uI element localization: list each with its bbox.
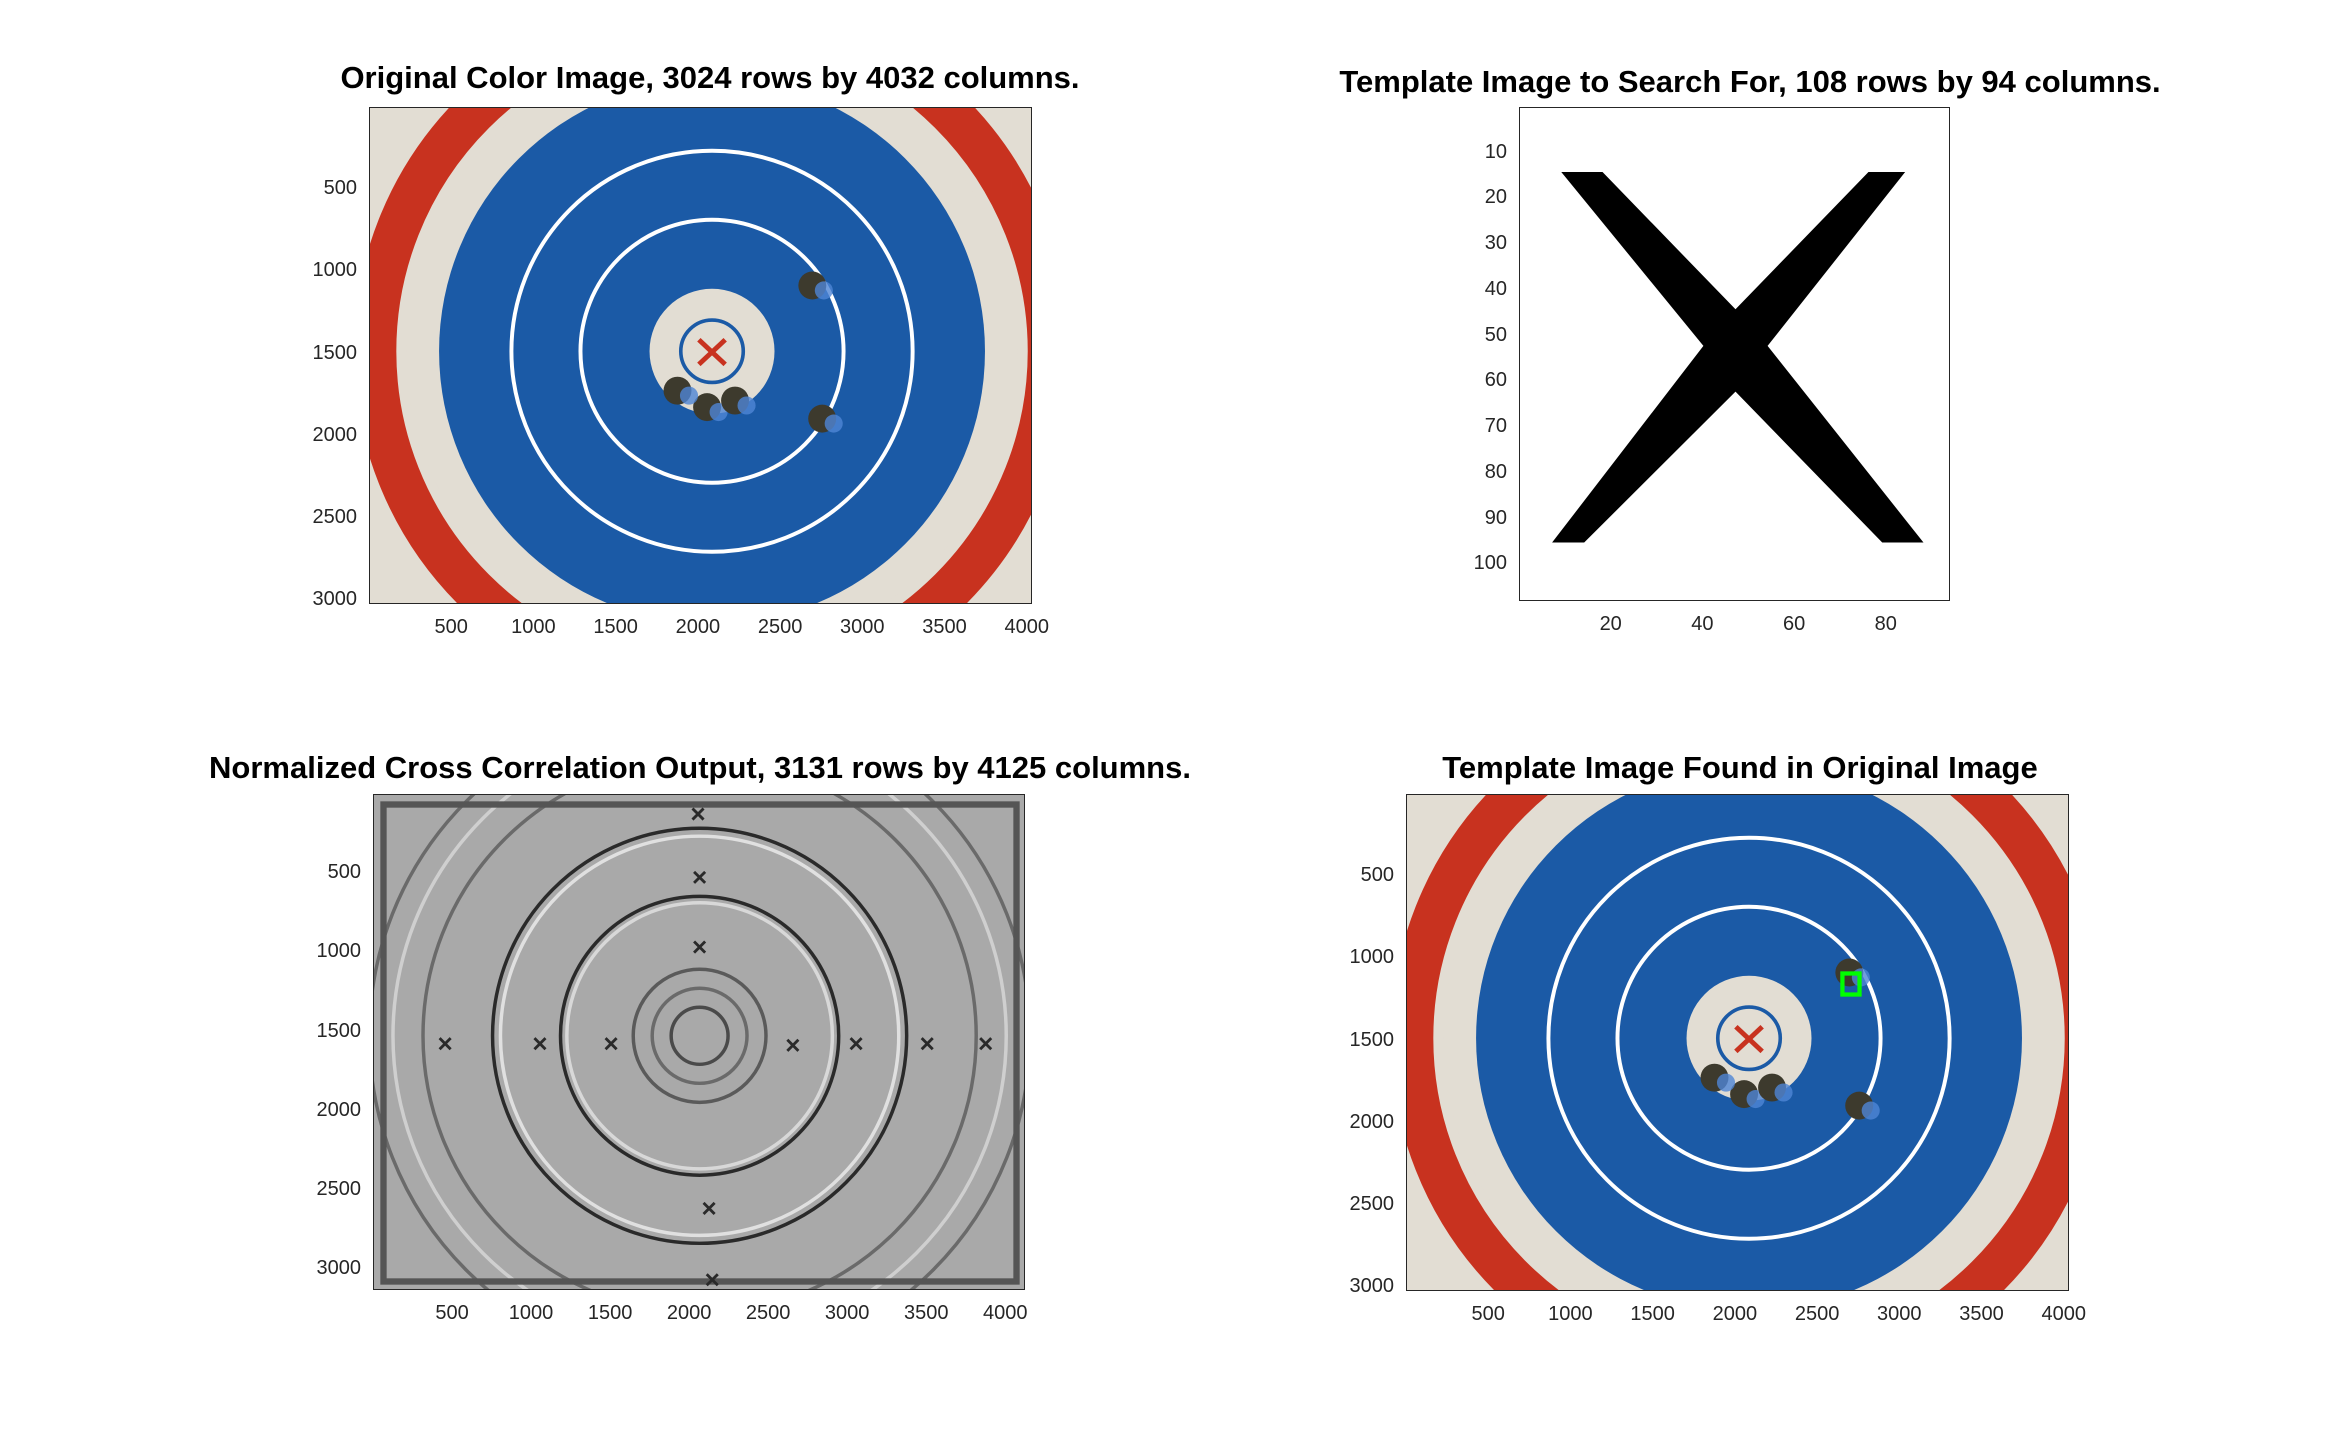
y-tick-label: 500 xyxy=(1360,864,1394,887)
x-tick-label: 60 xyxy=(1782,613,1806,635)
template-image-axes xyxy=(1519,107,1950,601)
y-tick-label: 100 xyxy=(1473,552,1507,575)
y-tick-label: 30 xyxy=(1484,232,1507,255)
x-tick-label: 1500 xyxy=(587,1302,633,1324)
y-tick-label: 1500 xyxy=(316,1019,362,1042)
y-tick-label: 1500 xyxy=(1349,1028,1395,1051)
y-tick-label: 2500 xyxy=(316,1178,362,1201)
x-tick-label: 2000 xyxy=(675,616,721,638)
x-tick-label: 4000 xyxy=(2041,1303,2086,1325)
y-tick-label: 90 xyxy=(1484,506,1507,529)
original-image-title: Original Color Image, 3024 rows by 4032 … xyxy=(340,60,1080,95)
ncc-correlation-image xyxy=(374,795,1024,1289)
found-image-title: Template Image Found in Original Image xyxy=(1442,750,2038,785)
y-tick-label: 60 xyxy=(1484,369,1507,392)
y-tick-label: 3000 xyxy=(312,588,358,611)
y-tick-label: 1500 xyxy=(312,341,358,364)
template-image-title: Template Image to Search For, 108 rows b… xyxy=(1339,64,2161,99)
y-tick-label: 3000 xyxy=(316,1257,362,1280)
x-tick-label: 1000 xyxy=(508,1302,554,1324)
found-image-axes xyxy=(1406,794,2069,1291)
x-tick-label: 3000 xyxy=(1877,1303,1922,1325)
x-tick-label: 3500 xyxy=(1959,1303,2004,1325)
y-tick-label: 1000 xyxy=(312,259,358,282)
match-box xyxy=(1840,971,1862,997)
x-tick-label: 500 xyxy=(1471,1303,1505,1325)
y-tick-label: 500 xyxy=(327,861,361,884)
x-tick-label: 40 xyxy=(1691,613,1714,635)
ncc-output-axes xyxy=(373,794,1025,1290)
x-tick-label: 80 xyxy=(1874,613,1897,635)
y-tick-label: 2000 xyxy=(312,423,358,446)
original-image-axes xyxy=(369,107,1032,604)
original-image-panel: Original Color Image, 3024 rows by 4032 … xyxy=(260,60,1160,660)
x-tick-label: 3000 xyxy=(824,1302,870,1324)
x-tick-label: 1500 xyxy=(1630,1303,1675,1325)
x-tick-label: 1500 xyxy=(593,616,638,638)
x-tick-label: 2500 xyxy=(1794,1303,1840,1325)
y-tick-label: 20 xyxy=(1484,186,1507,209)
y-tick-label: 2000 xyxy=(316,1098,362,1121)
y-tick-label: 500 xyxy=(323,177,357,200)
ncc-output-title: Normalized Cross Correlation Output, 313… xyxy=(209,750,1191,785)
y-tick-label: 3000 xyxy=(1349,1275,1395,1298)
y-tick-label: 2500 xyxy=(1349,1192,1395,1215)
x-tick-label: 2500 xyxy=(757,616,803,638)
x-tick-label: 1000 xyxy=(511,616,556,638)
x-tick-label: 500 xyxy=(434,616,468,638)
x-tick-label: 3500 xyxy=(903,1302,949,1324)
y-tick-label: 2000 xyxy=(1349,1110,1395,1133)
y-tick-label: 80 xyxy=(1484,460,1507,483)
original-target-image xyxy=(370,108,1031,603)
template-x-image xyxy=(1520,108,1949,600)
found-target-image xyxy=(1407,795,2068,1290)
y-tick-label: 40 xyxy=(1484,277,1507,300)
y-tick-label: 70 xyxy=(1484,415,1507,438)
y-tick-label: 2500 xyxy=(312,505,358,528)
x-tick-label: 1000 xyxy=(1548,1303,1593,1325)
x-tick-label: 4000 xyxy=(1004,616,1049,638)
x-tick-label: 500 xyxy=(435,1302,469,1324)
x-tick-label: 3000 xyxy=(840,616,885,638)
x-tick-label: 2000 xyxy=(666,1302,712,1324)
x-tick-label: 3500 xyxy=(922,616,967,638)
x-tick-label: 2000 xyxy=(1712,1303,1758,1325)
x-tick-label: 4000 xyxy=(982,1302,1028,1324)
y-tick-label: 10 xyxy=(1484,140,1507,163)
x-tick-label: 20 xyxy=(1599,613,1622,635)
y-tick-label: 1000 xyxy=(316,940,362,963)
x-tick-label: 2500 xyxy=(745,1302,791,1324)
y-tick-label: 1000 xyxy=(1349,946,1395,969)
y-tick-label: 50 xyxy=(1484,323,1507,346)
